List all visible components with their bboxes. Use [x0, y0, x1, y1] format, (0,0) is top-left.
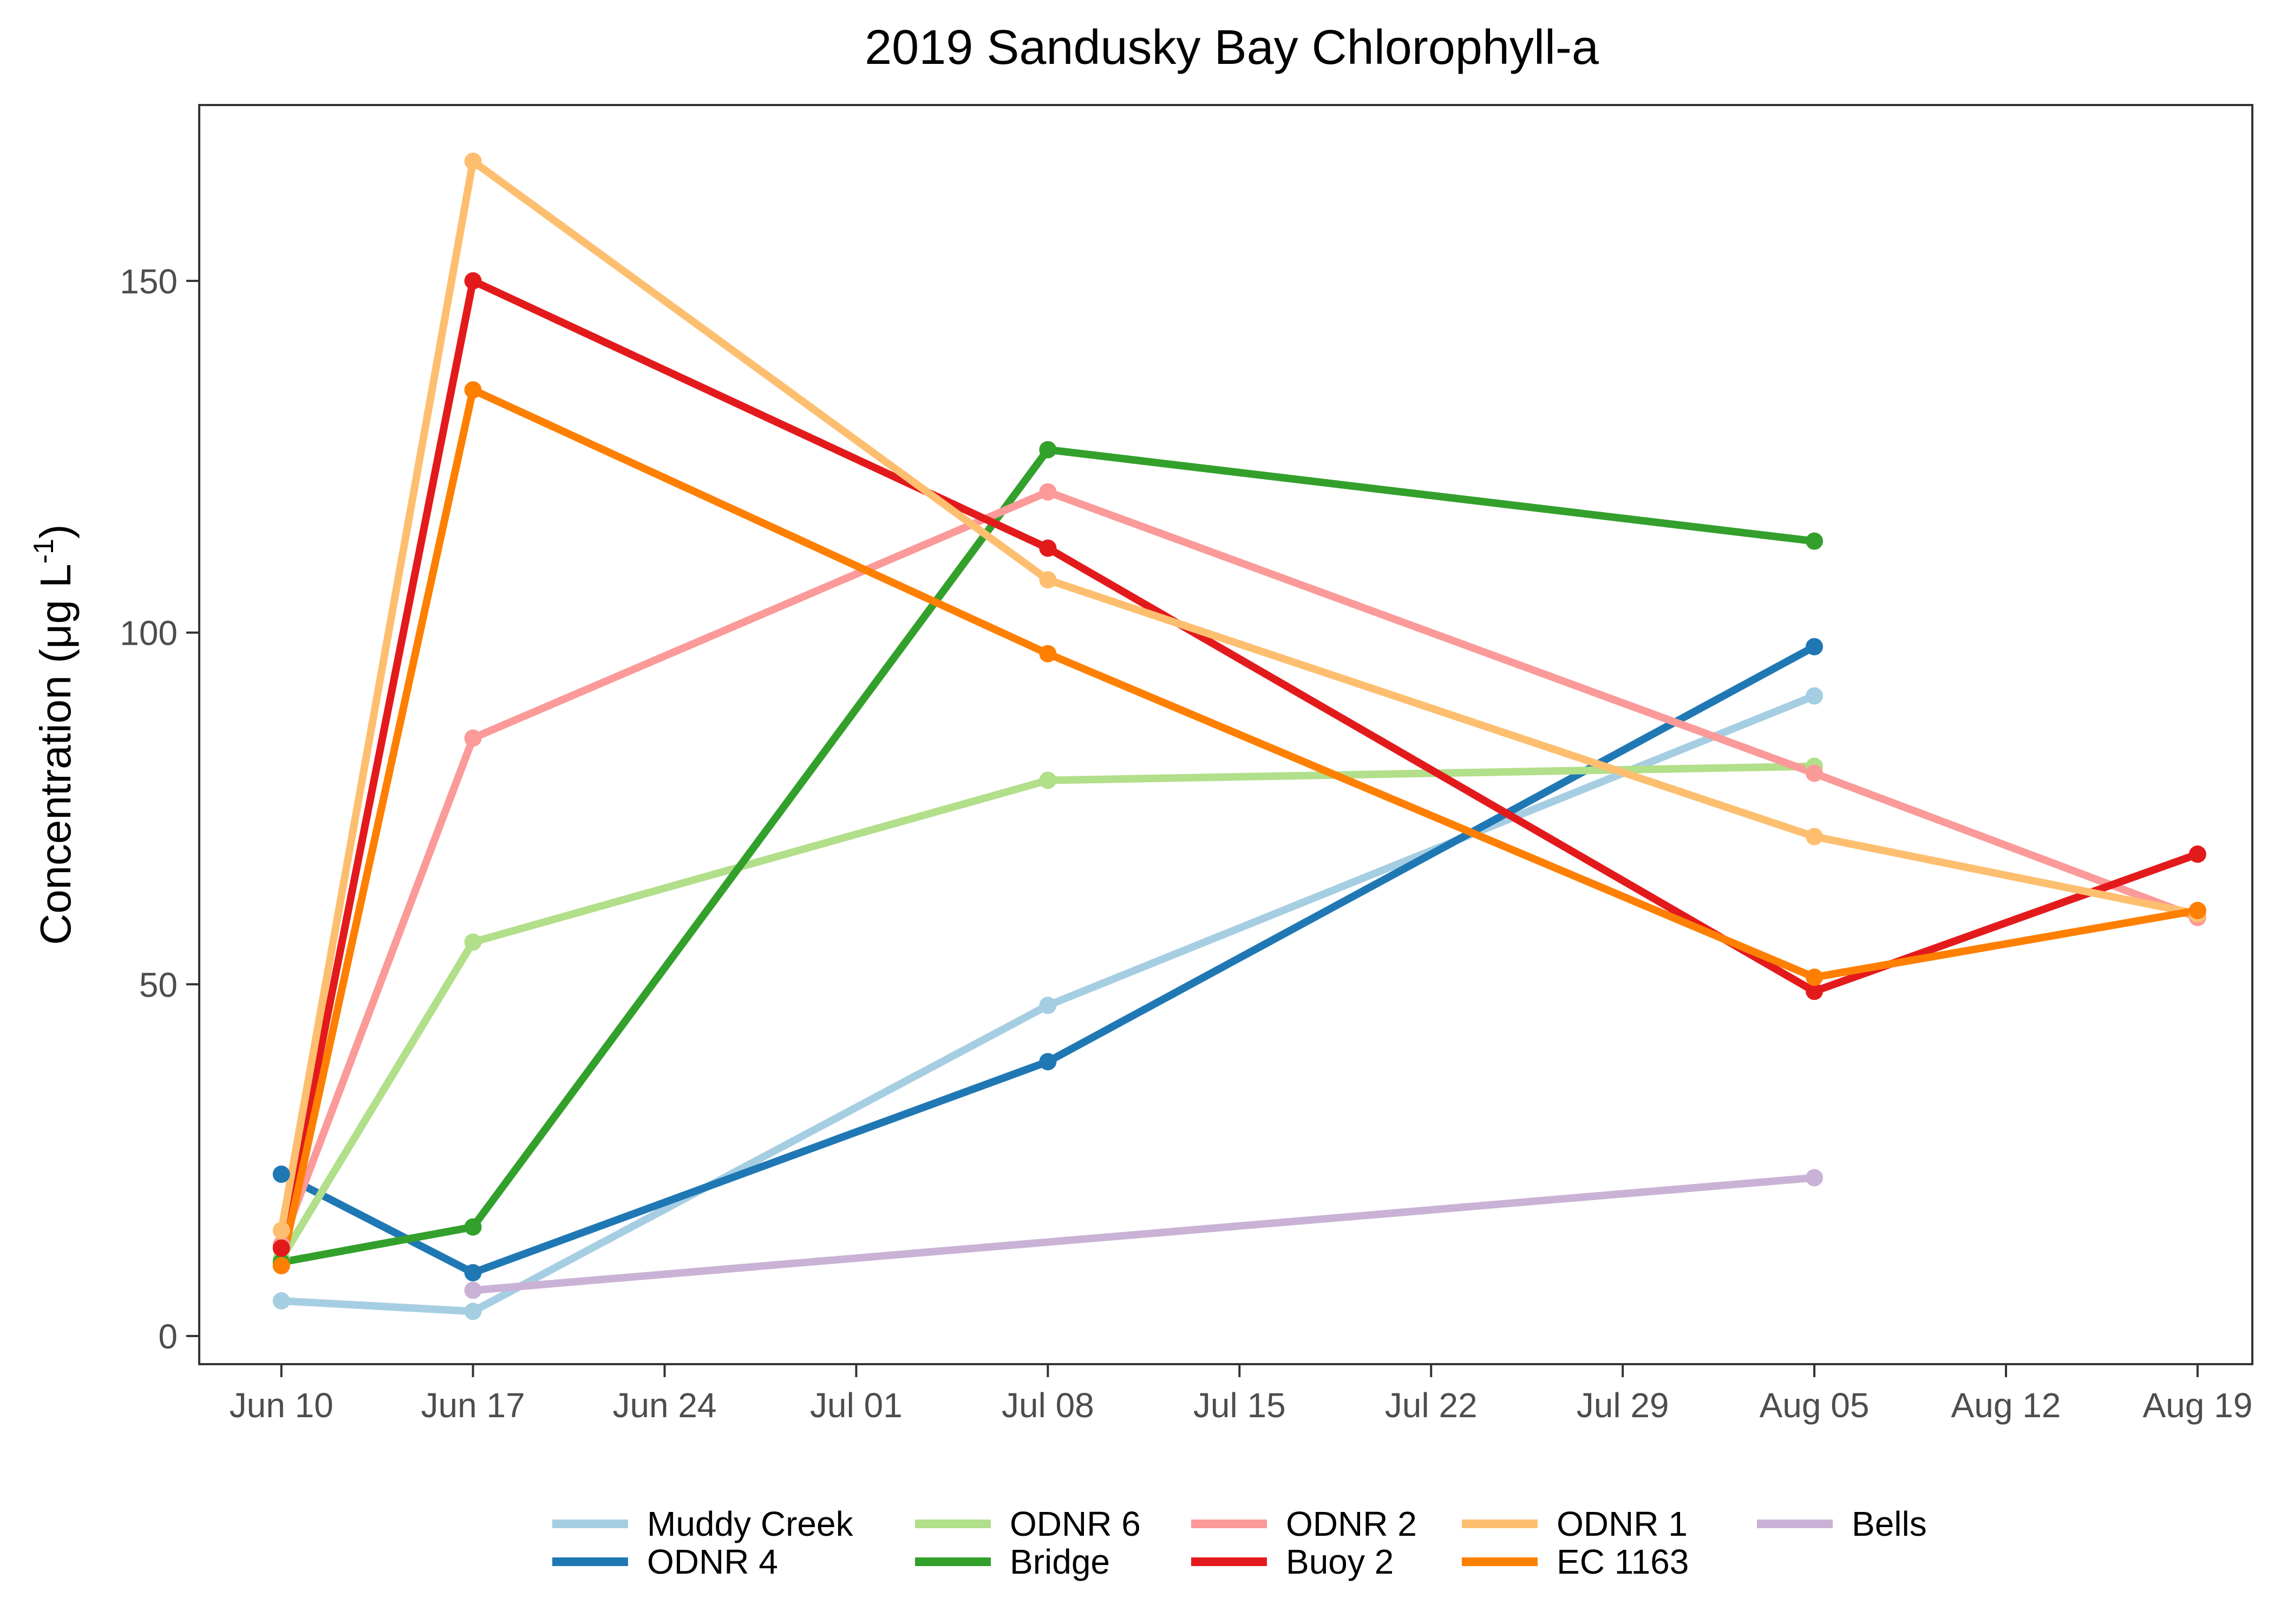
data-point-buoy-2-0	[272, 1239, 290, 1257]
data-point-ec-1163-0	[272, 1257, 290, 1275]
plot-area: Jun 10 Jun 17 Jun 24 Jul 01 Jul 08 Jul 15 Jul …	[120, 104, 2253, 1425]
legend-label-bridge: Bridge	[1010, 1542, 1110, 1581]
data-point-odnr-2-2	[1039, 483, 1057, 501]
legend-label-odnr-6: ODNR 6	[1010, 1504, 1141, 1543]
data-point-bridge-3	[1806, 532, 1824, 550]
y-axis-title-close: )	[31, 524, 80, 539]
y-tick-label-50: 50	[139, 965, 178, 1004]
x-tick-label-jun-24: Jun 24	[612, 1386, 716, 1425]
data-point-odnr-1-2	[1039, 571, 1057, 589]
x-tick-label-jul-22: Jul 22	[1385, 1386, 1478, 1425]
x-tick-label-jun-17: Jun 17	[421, 1386, 525, 1425]
data-point-odnr-1-3	[1806, 828, 1824, 846]
series-points	[272, 152, 2206, 1320]
x-tick-label-jul-29: Jul 29	[1577, 1386, 1669, 1425]
data-point-bridge-2	[1039, 441, 1057, 459]
x-axis: Jun 10 Jun 17 Jun 24 Jul 01 Jul 08 Jul 15 Jul …	[230, 1364, 2252, 1425]
y-tick-label-100: 100	[120, 614, 178, 653]
y-axis: 0 50 100 150	[120, 262, 199, 1356]
data-point-ec-1163-3	[1806, 968, 1824, 986]
data-point-muddy-creek-0	[272, 1292, 290, 1310]
series-line-bells	[469, 1174, 1818, 1294]
data-point-buoy-2-2	[1039, 539, 1057, 557]
data-point-bridge-1	[464, 1218, 482, 1236]
data-point-odnr-4-3	[1806, 638, 1824, 656]
data-point-odnr-2-1	[464, 729, 482, 747]
series-line-odnr-4	[277, 643, 1818, 1277]
data-point-odnr-1-0	[272, 1222, 290, 1240]
x-tick-label-aug-19: Aug 19	[2142, 1386, 2252, 1425]
data-point-muddy-creek-2	[1039, 997, 1057, 1014]
legend-label-odnr-4: ODNR 4	[647, 1542, 778, 1581]
data-point-odnr-4-1	[464, 1264, 482, 1282]
data-point-odnr-4-0	[272, 1165, 290, 1183]
plot-panel-border	[198, 104, 2253, 1365]
data-point-buoy-2-4	[2188, 845, 2206, 863]
y-axis-title: Concentration (μg L-1)	[28, 524, 80, 945]
data-point-odnr-4-2	[1039, 1053, 1057, 1071]
x-tick-label-jun-10: Jun 10	[230, 1386, 334, 1425]
data-point-odnr-2-3	[1806, 764, 1824, 782]
x-tick-label-jul-08: Jul 08	[1002, 1386, 1094, 1425]
data-point-bells-1	[1806, 1169, 1824, 1187]
data-point-buoy-2-1	[464, 272, 482, 290]
data-point-odnr-1-1	[464, 152, 482, 170]
legend-label-muddy-creek: Muddy Creek	[647, 1504, 854, 1543]
data-point-ec-1163-4	[2188, 901, 2206, 919]
series-line-bridge	[277, 446, 1818, 1266]
y-tick-label-150: 150	[120, 262, 178, 301]
y-tick-label-0: 0	[158, 1317, 178, 1356]
x-tick-label-aug-05: Aug 05	[1760, 1386, 1870, 1425]
data-point-ec-1163-2	[1039, 645, 1057, 663]
x-tick-label-aug-12: Aug 12	[1951, 1386, 2061, 1425]
legend-label-bells: Bells	[1852, 1504, 1927, 1543]
x-tick-label-jul-15: Jul 15	[1193, 1386, 1286, 1425]
legend-label-ec-1163: EC 1163	[1557, 1542, 1689, 1581]
chart-title: 2019 Sandusky Bay Chlorophyll-a	[865, 21, 1599, 75]
legend-label-odnr-2: ODNR 2	[1286, 1504, 1417, 1543]
data-point-bells-0	[464, 1281, 482, 1299]
legend-label-buoy-2: Buoy 2	[1286, 1542, 1394, 1581]
data-point-buoy-2-3	[1806, 983, 1824, 1000]
y-axis-title-superscript: -1	[28, 539, 60, 564]
data-point-muddy-creek-1	[464, 1302, 482, 1320]
x-tick-label-jul-01: Jul 01	[810, 1386, 903, 1425]
data-point-muddy-creek-3	[1806, 687, 1824, 705]
data-point-ec-1163-1	[464, 381, 482, 399]
y-axis-title-main: Concentration (μg L	[31, 564, 80, 945]
data-point-odnr-6-1	[464, 933, 482, 951]
data-point-odnr-6-2	[1039, 771, 1057, 789]
legend-label-odnr-1: ODNR 1	[1557, 1504, 1688, 1543]
